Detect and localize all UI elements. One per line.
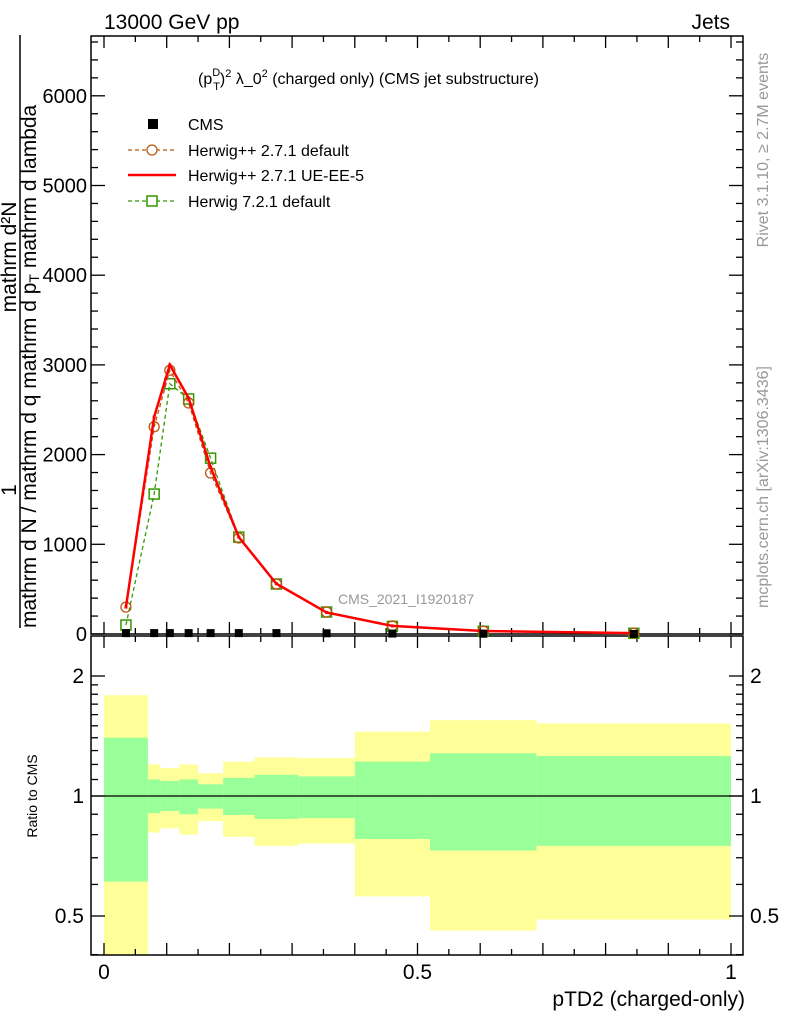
cms-data-point: [479, 629, 488, 638]
cms-data-point: [629, 629, 638, 638]
cms-data-point: [388, 629, 397, 638]
ratio-y-tick-label: 0.5: [55, 905, 84, 928]
legend-square-marker: [146, 195, 158, 207]
y-tick-label: 2000: [43, 445, 88, 467]
title-part-rest: (charged only) (CMS jet substructure): [268, 71, 539, 88]
legend-label: Herwig++ 2.7.1 default: [188, 143, 350, 160]
ylabel-denominator: mathrm d N / mathrm d q mathrm d pT math…: [18, 104, 42, 628]
ylabel-numerator-one: 1: [0, 484, 21, 496]
legend-circle-marker: [146, 144, 158, 156]
cms-data-point: [206, 629, 215, 638]
ueee5-point: [390, 624, 394, 628]
y-tick-label: 0: [76, 624, 87, 646]
process-label: Jets: [691, 11, 730, 34]
herwigpp-default-point: [320, 606, 333, 618]
ratio-y-tick-label-right: 2: [750, 665, 762, 688]
mcplots-note: mcplots.cern.ch [arXiv:1306.3436]: [755, 366, 772, 608]
herwigpp-default-point: [233, 532, 245, 544]
ratio-y-tick-label-right: 0.5: [750, 905, 779, 928]
cms-data-point: [165, 629, 174, 638]
ylabel-denom-b: mathrm d lambda: [18, 104, 41, 274]
title-part-close: ): [220, 71, 225, 88]
ratio-y-tick-label: 2: [72, 665, 84, 688]
legend-label: Herwig++ 2.7.1 UE-EE-5: [188, 168, 364, 185]
cms-data-point: [234, 629, 243, 638]
stat-uncertainty-band: [104, 737, 148, 882]
stat-uncertainty-band: [254, 774, 299, 819]
x-tick-label: 0: [98, 961, 110, 984]
title-part-sq2: 2: [262, 68, 268, 80]
y-tick-label: 4000: [43, 265, 88, 287]
title-part-sup: D: [212, 67, 220, 79]
ueee5-point: [152, 415, 156, 419]
stat-uncertainty-band: [298, 776, 355, 819]
analysis-watermark: CMS_2021_I1920187: [338, 591, 474, 607]
ratio-ylabel: Ratio to CMS: [24, 754, 40, 837]
cms-data-point: [184, 629, 193, 638]
legend-label: Herwig 7.2.1 default: [188, 194, 331, 211]
x-axis-label: pTD2 (charged-only): [552, 988, 745, 1011]
title-part-p: (p: [198, 71, 212, 88]
y-tick-label: 6000: [43, 86, 88, 108]
cms-data-point: [150, 629, 159, 638]
rivet-note: Rivet 3.1.10, ≥ 2.7M events: [755, 53, 772, 248]
y-tick-label: 1000: [43, 534, 88, 556]
ratio-y-tick-label: 1: [72, 785, 84, 808]
stat-uncertainty-band: [536, 755, 731, 846]
energy-label: 13000 GeV pp: [104, 11, 239, 34]
ueee5-point: [209, 465, 213, 469]
ueee5-point: [168, 363, 172, 367]
ueee5-point: [274, 582, 278, 586]
ueee5-point: [124, 605, 128, 609]
stat-uncertainty-band: [179, 779, 199, 815]
ylabel-denom-sub: T: [26, 274, 42, 283]
legend-cms-marker: [148, 119, 158, 129]
title-part-lam: λ_0: [231, 71, 261, 88]
ylabel-denom-a: mathrm d N / mathrm d q mathrm d p: [18, 283, 41, 628]
ueee5-point: [187, 396, 191, 400]
title-part-sq: 2: [225, 68, 231, 80]
ratio-y-tick-label-right: 1: [750, 785, 762, 808]
x-tick-label: 0.5: [403, 961, 432, 984]
title-part-sub: T: [213, 81, 220, 93]
cms-data-point: [121, 629, 130, 638]
x-tick-label: 1: [725, 961, 737, 984]
plot-title: (pD T)2 λ_02 (charged only) (CMS jet subs…: [198, 67, 539, 93]
y-tick-label: 5000: [43, 176, 88, 198]
y-tick-label: 3000: [43, 355, 88, 377]
stat-uncertainty-band: [430, 753, 537, 851]
cms-data-point: [322, 629, 331, 638]
cms-data-point: [272, 629, 281, 638]
ueee5-point: [237, 535, 241, 539]
herwigpp-default-point: [270, 578, 283, 590]
legend-label: CMS: [188, 117, 224, 134]
herwig7-point: [182, 393, 195, 405]
stat-uncertainty-band: [354, 761, 431, 840]
ueee5-point: [325, 610, 329, 614]
ylabel-numerator: mathrm d²N: [0, 202, 21, 313]
herwig7-point: [148, 488, 160, 500]
